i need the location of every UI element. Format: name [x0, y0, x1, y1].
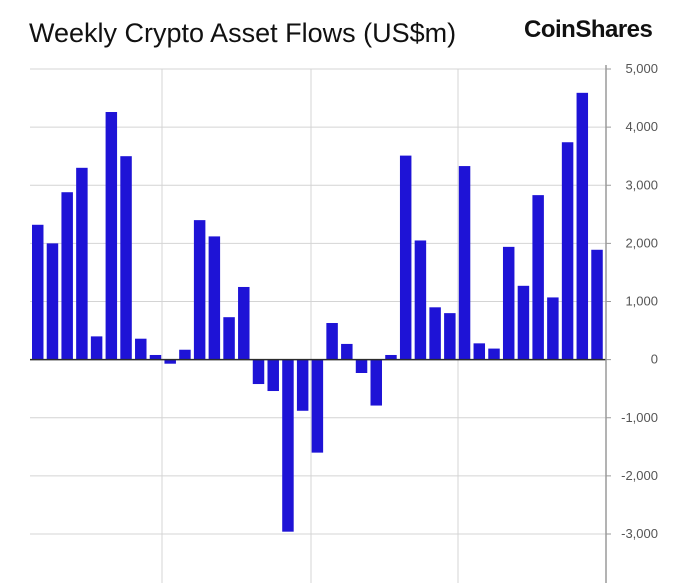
bar: [576, 92, 589, 360]
y-tick-label: -2,000: [621, 468, 658, 483]
bar: [282, 359, 294, 532]
bar: [458, 166, 471, 360]
y-tick-label: 4,000: [625, 119, 658, 134]
bar: [561, 142, 574, 360]
bars: [32, 92, 603, 532]
bar: [473, 343, 486, 360]
bar: [76, 167, 88, 360]
bar: [488, 348, 500, 360]
bar: [252, 359, 265, 385]
bar: [296, 359, 309, 411]
bar: [444, 313, 456, 360]
y-tick-label: 1,000: [625, 294, 658, 309]
y-tick-label: -1,000: [621, 410, 658, 425]
bar: [90, 336, 103, 360]
y-tick-label: 0: [651, 352, 658, 367]
bar: [502, 246, 515, 360]
y-tick-label: -3,000: [621, 526, 658, 541]
bar: [311, 359, 324, 453]
bar: [517, 285, 530, 360]
bar: [149, 354, 162, 360]
bar: [179, 349, 191, 360]
bar: [61, 192, 73, 360]
bar: [32, 224, 44, 360]
bar: [193, 220, 206, 360]
bar: [46, 243, 59, 360]
y-axis-ticks: 5,000 4,000 3,000 2,000 1,000 0 -1,000 -2,000 -3…: [606, 61, 658, 541]
bar: [414, 240, 427, 360]
bar: [370, 359, 382, 406]
bar: [267, 359, 279, 392]
y-tick-label: 3,000: [625, 177, 658, 192]
y-tick-label: 5,000: [625, 61, 658, 76]
bar: [532, 195, 544, 360]
y-tick-label: 2,000: [625, 235, 658, 250]
bar: [164, 359, 176, 364]
coinshares-logo: CoinShares: [524, 16, 653, 43]
bar: [399, 155, 412, 360]
bar: [223, 317, 235, 360]
chart-title: Weekly Crypto Asset Flows (US$m): [29, 18, 457, 48]
bar: [135, 338, 147, 360]
bar: [547, 297, 559, 360]
bar: [341, 343, 353, 360]
bar: [355, 359, 368, 373]
bar: [238, 286, 250, 360]
bar: [105, 112, 118, 360]
bar: [326, 323, 338, 360]
bar: [208, 236, 221, 360]
bar: [429, 307, 441, 360]
bar: [385, 354, 397, 360]
bar: [120, 156, 132, 360]
bar: [591, 249, 603, 360]
